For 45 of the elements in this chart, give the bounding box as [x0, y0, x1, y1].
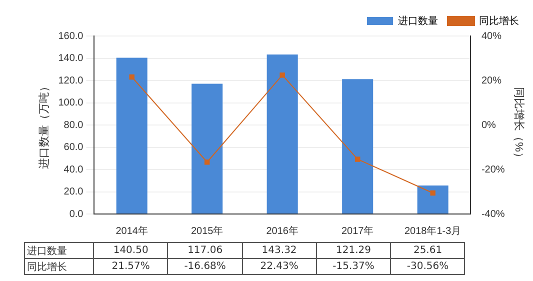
data-label: 21.57% — [94, 258, 168, 274]
y2-tick-label: 20% — [481, 75, 502, 86]
y-tick-label: 40.0 — [64, 164, 84, 176]
y-tick-label: 140.0 — [58, 53, 84, 64]
bar — [417, 186, 448, 214]
legend-label: 同比增长 — [479, 14, 519, 27]
y2-tick-label: -40% — [481, 208, 505, 220]
y2-tick-label: -20% — [481, 164, 505, 176]
x-tick-label: 2018年1-3月 — [404, 224, 462, 237]
y-tick-label: 20.0 — [64, 186, 84, 198]
data-label: 22.43% — [242, 258, 316, 274]
bar — [266, 54, 298, 214]
x-tick-label: 2015年 — [190, 224, 224, 237]
data-label: 140.50 — [94, 242, 168, 258]
data-label: -16.68% — [168, 258, 242, 274]
text: 同比增长 — [27, 262, 68, 272]
y2-tick-label: 0% — [481, 120, 496, 131]
point — [204, 159, 210, 165]
y2-tick-label: 40% — [481, 30, 502, 42]
point — [129, 74, 134, 80]
y-axis-title: 进口数量（万吨） — [38, 81, 51, 169]
bar — [116, 58, 148, 214]
bar — [342, 79, 374, 214]
point — [354, 156, 360, 162]
y-tick-label: 80.0 — [64, 120, 84, 131]
data-label: 143.32 — [242, 242, 316, 258]
x-tick-label: 2017年 — [341, 224, 374, 237]
data-label: 25.61 — [390, 242, 465, 258]
y-tick-label: 60.0 — [64, 142, 84, 153]
y-tick-label: 100.0 — [58, 98, 84, 108]
y-tick-label: 120.0 — [58, 75, 84, 86]
point — [430, 190, 436, 196]
bar — [192, 84, 223, 214]
legend-label: 进口数量 — [398, 14, 438, 27]
x-tick-label: 2014年 — [116, 224, 148, 237]
data-label: 121.29 — [316, 242, 391, 258]
point — [280, 72, 285, 78]
data-label: -30.56% — [390, 258, 465, 274]
y2-axis-title: 同比增长（%） — [512, 87, 526, 163]
text: 进口数量 — [27, 246, 68, 256]
y-tick-label: 0.0 — [69, 208, 84, 220]
data-label: -15.37% — [316, 258, 391, 274]
data-label: 117.06 — [168, 242, 242, 258]
y-tick-label: 160.0 — [58, 30, 84, 42]
x-tick-label: 2016年 — [266, 224, 298, 237]
